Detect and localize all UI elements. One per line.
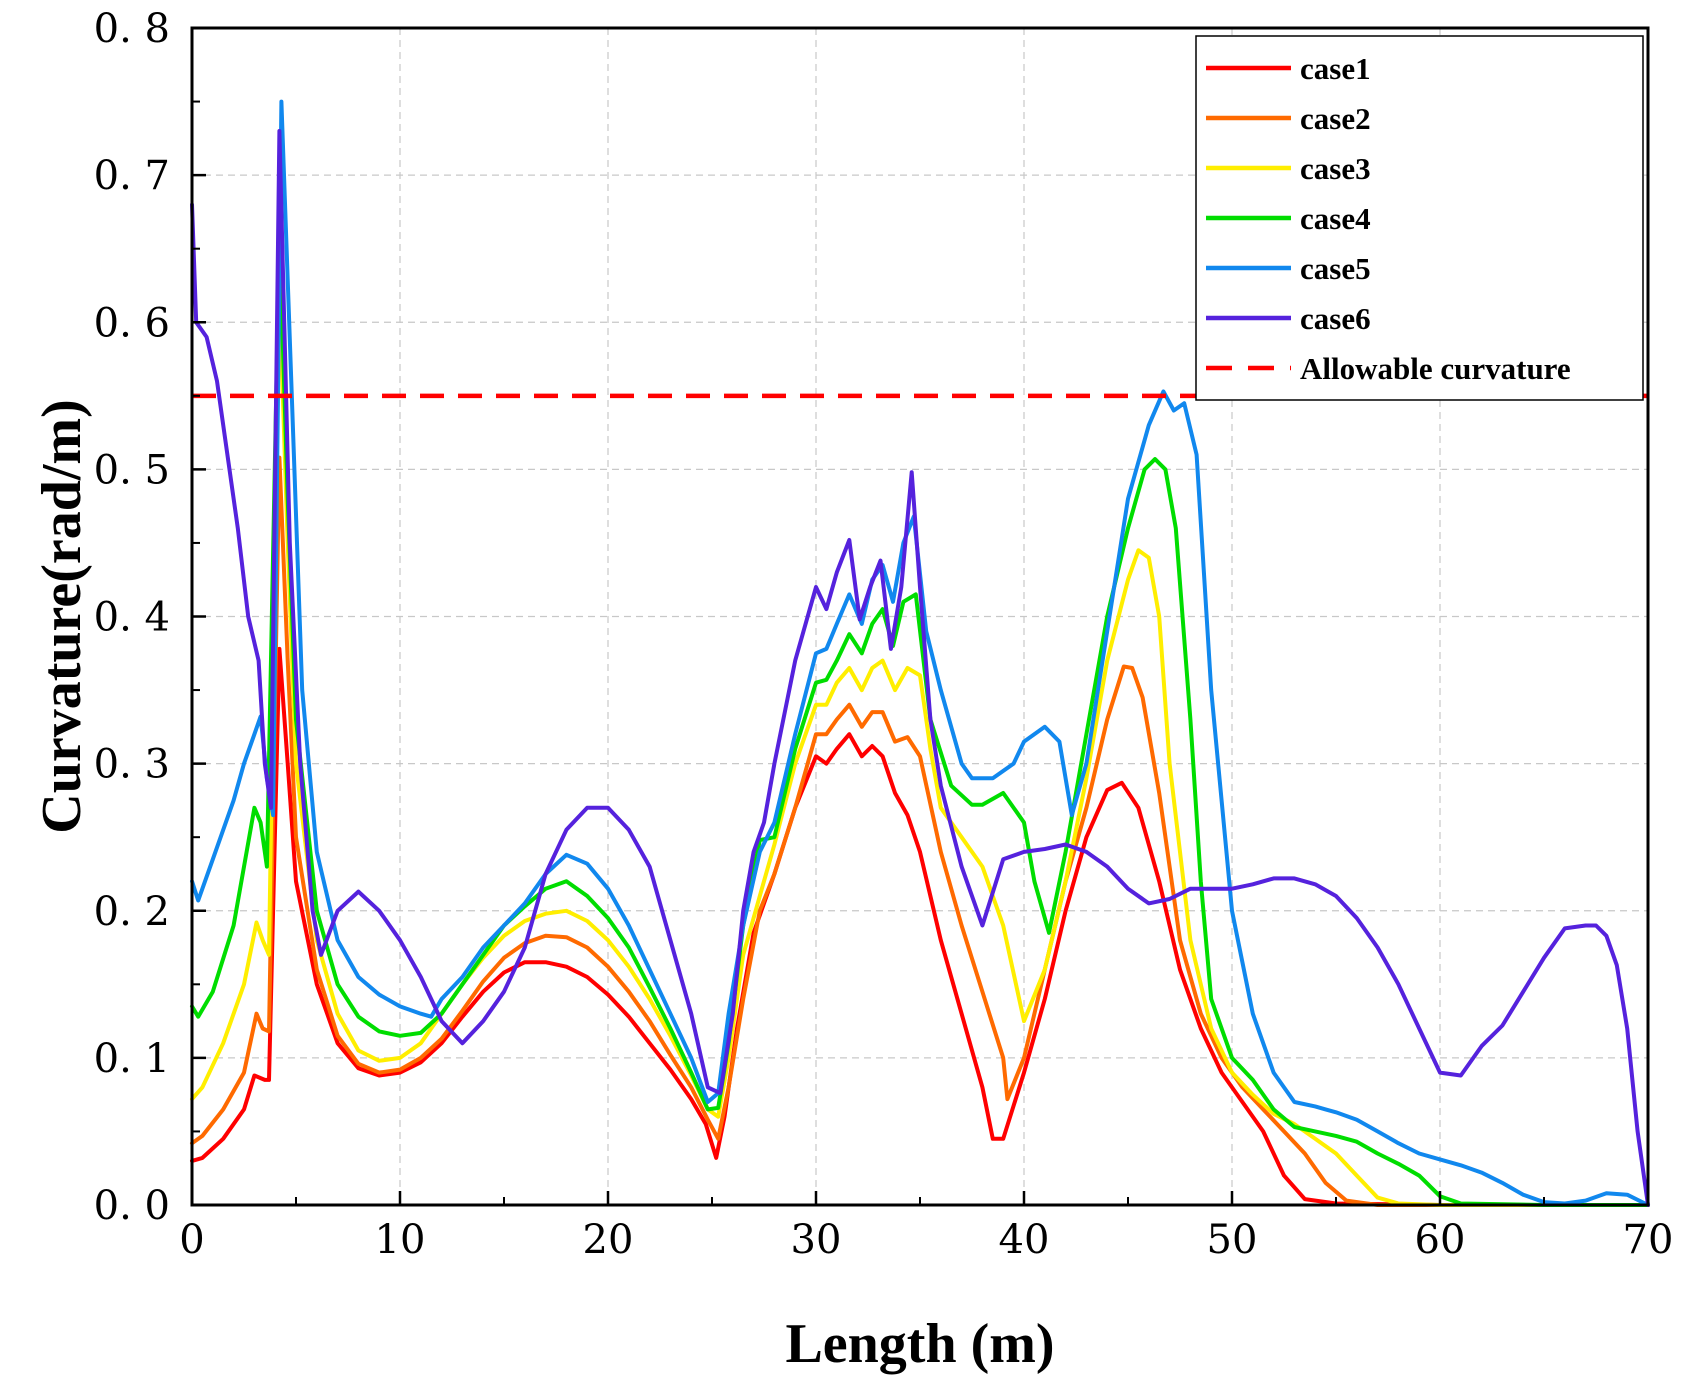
series-line-case4 bbox=[190, 232, 1650, 1207]
x-tick-label: 70 bbox=[1623, 1217, 1674, 1263]
x-tick-label: 30 bbox=[791, 1217, 842, 1263]
legend-label: case2 bbox=[1300, 101, 1371, 136]
y-tick-label: 0. 4 bbox=[94, 595, 170, 641]
legend-label: case1 bbox=[1300, 51, 1371, 86]
series-line-case3 bbox=[190, 290, 1650, 1207]
legend-label: case6 bbox=[1300, 301, 1371, 336]
y-tick-label: 0. 7 bbox=[94, 153, 170, 199]
series-lines bbox=[190, 99, 1650, 1207]
series-line-case2 bbox=[190, 455, 1650, 1207]
y-tick-label: 0. 1 bbox=[94, 1036, 170, 1082]
x-tick-label: 60 bbox=[1415, 1217, 1466, 1263]
x-tick-label: 40 bbox=[999, 1217, 1050, 1263]
series-line-case6 bbox=[190, 129, 1650, 1207]
x-tick-labels: 0 10 20 30 40 50 60 70 bbox=[179, 1217, 1673, 1263]
y-tick-label: 0. 8 bbox=[94, 6, 170, 52]
series-line-case1 bbox=[190, 646, 1650, 1207]
legend-label: case5 bbox=[1300, 251, 1371, 286]
legend-label: Allowable curvature bbox=[1300, 351, 1571, 386]
x-axis-title: Length (m) bbox=[785, 1313, 1054, 1375]
axis-ticks bbox=[190, 26, 1650, 1207]
y-tick-label: 0. 0 bbox=[94, 1183, 170, 1229]
y-tick-label: 0. 3 bbox=[94, 742, 170, 788]
y-tick-label: 0. 6 bbox=[94, 300, 170, 346]
y-tick-label: 0. 2 bbox=[94, 889, 170, 935]
y-tick-label: 0. 5 bbox=[94, 447, 170, 493]
x-tick-label: 20 bbox=[583, 1217, 634, 1263]
x-tick-label: 50 bbox=[1207, 1217, 1258, 1263]
legend: case1 case2 case3 case4 case5 case6 Allowable … bbox=[1195, 35, 1644, 401]
y-axis-title: Curvature(rad/m) bbox=[31, 399, 93, 833]
legend-label: case4 bbox=[1300, 201, 1371, 236]
x-tick-label: 10 bbox=[375, 1217, 426, 1263]
y-tick-labels: 0. 0 0. 1 0. 2 0. 3 0. 4 0. 5 0. 6 0. 7 0. 8 bbox=[94, 6, 170, 1229]
x-tick-label: 0 bbox=[179, 1217, 204, 1263]
legend-label: case3 bbox=[1300, 151, 1371, 186]
